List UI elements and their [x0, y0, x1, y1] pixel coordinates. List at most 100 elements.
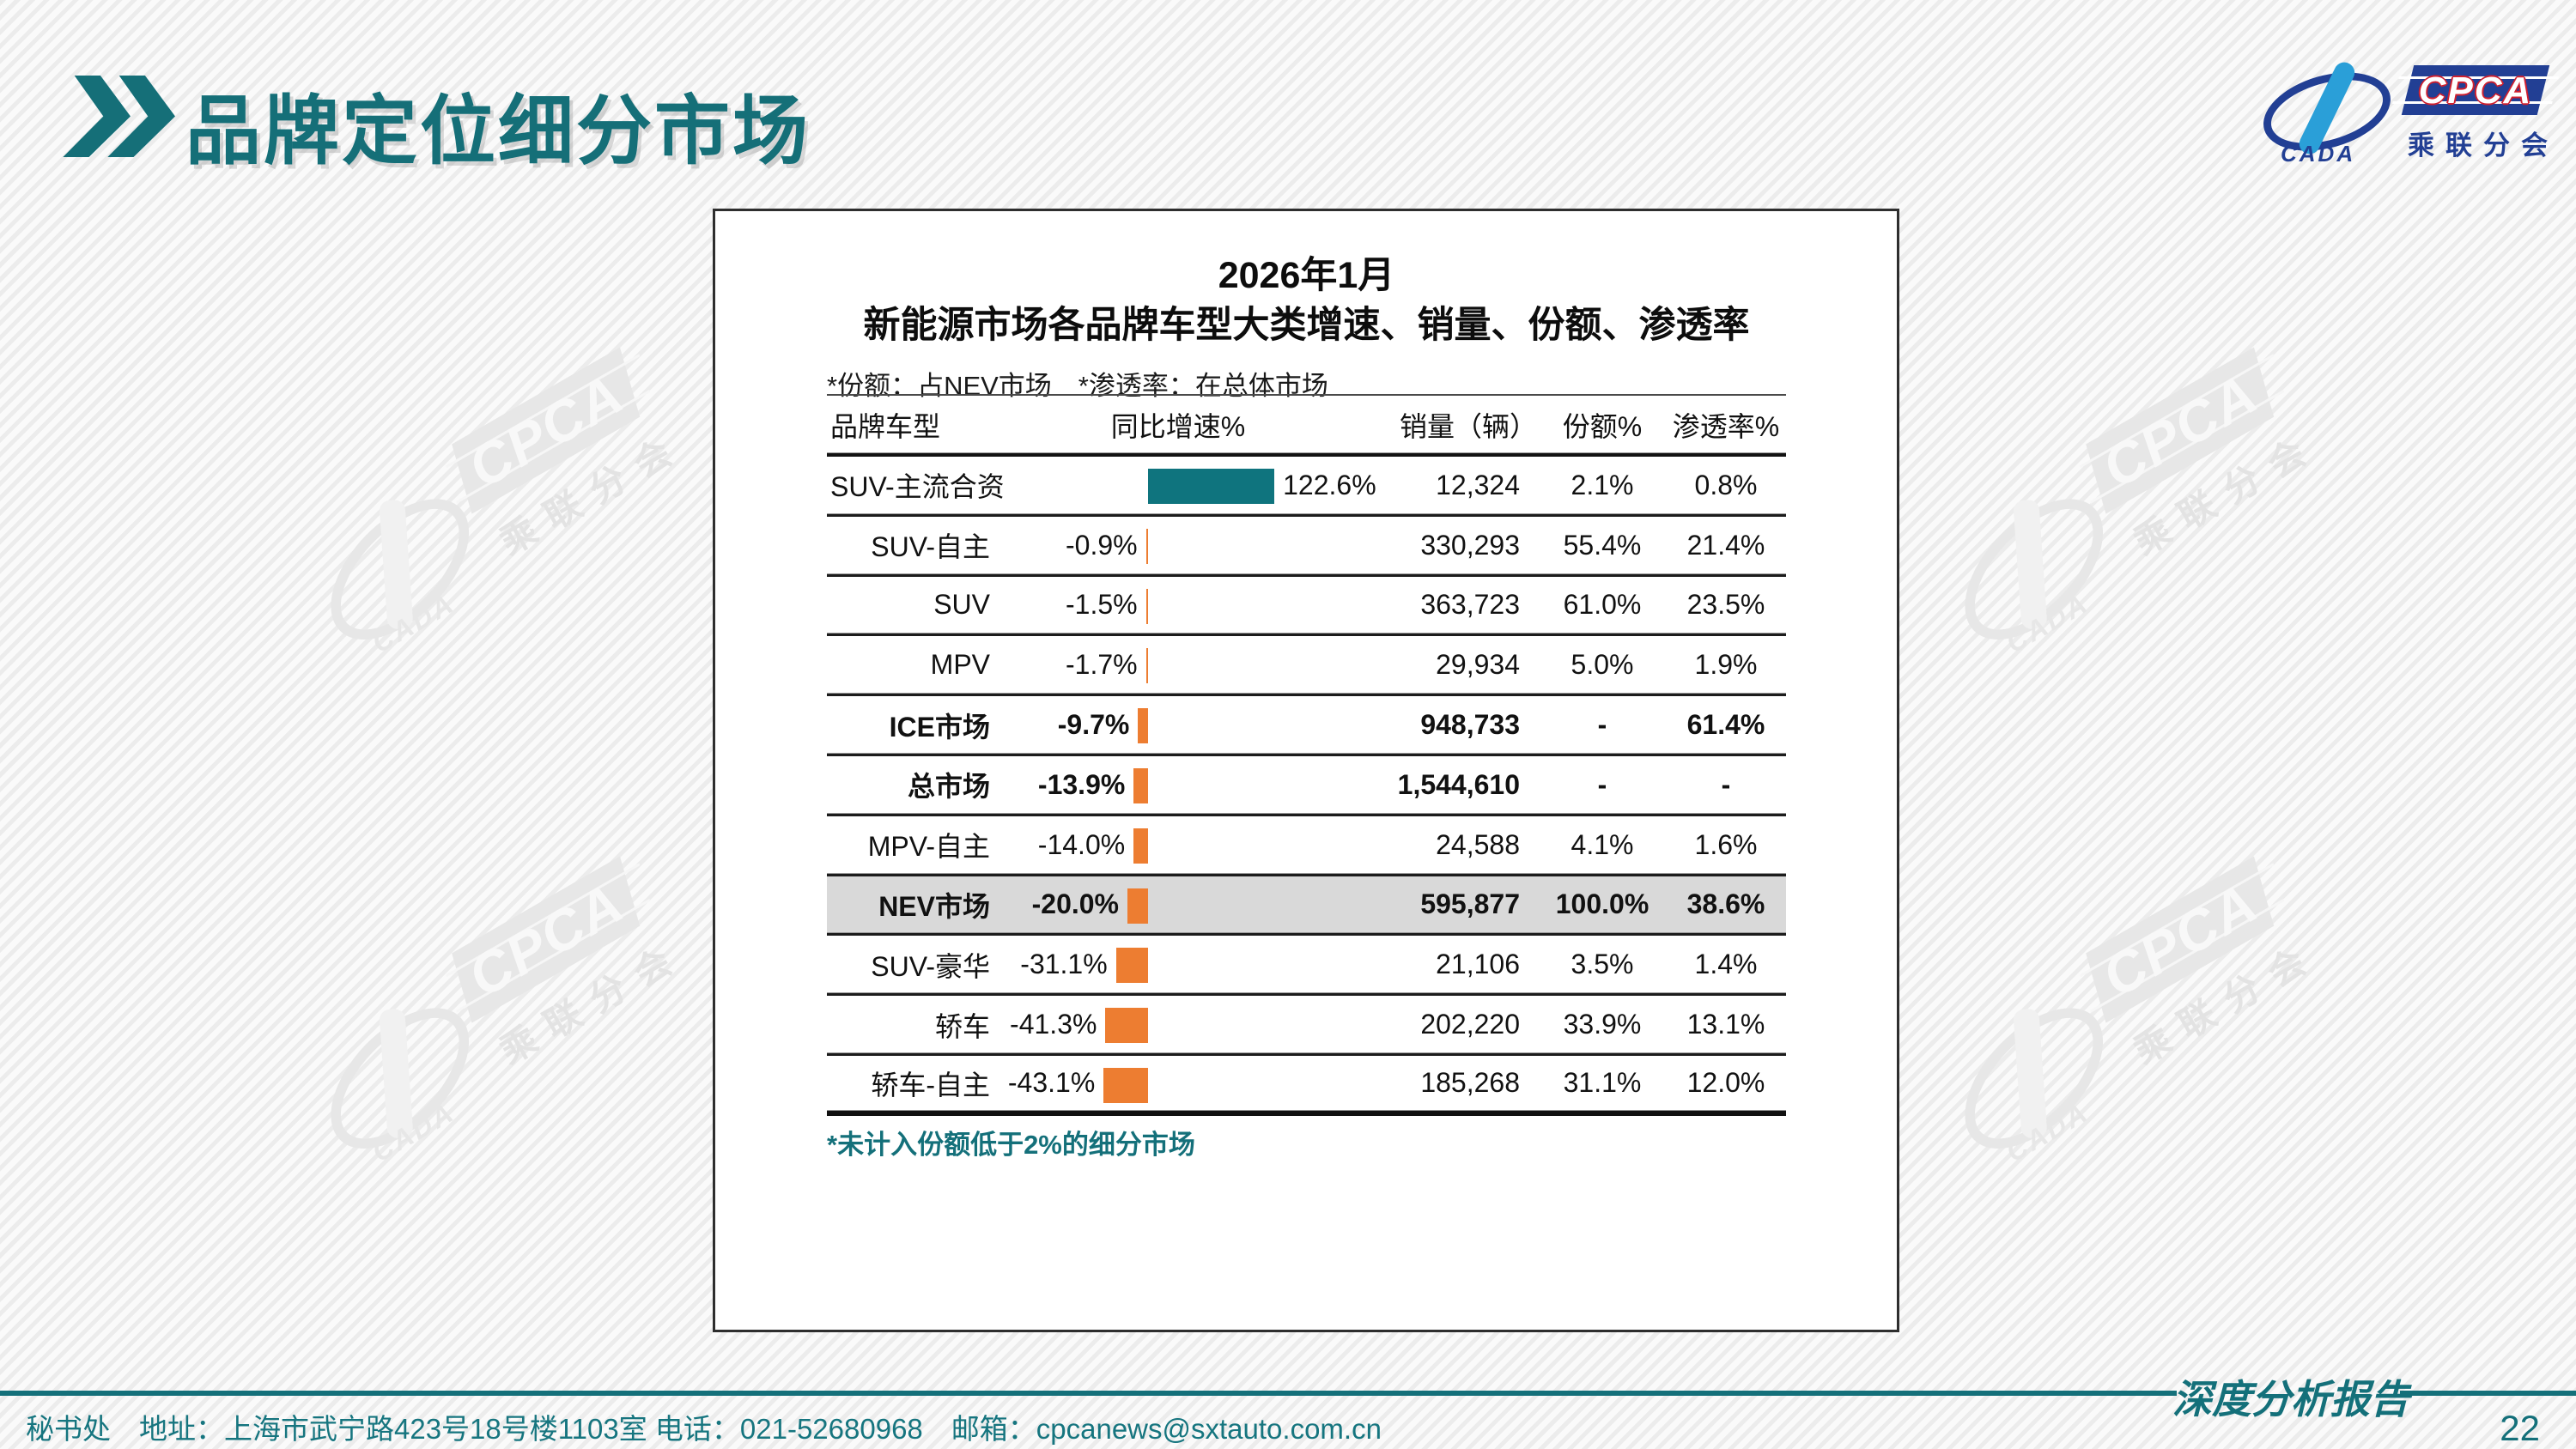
share-value: 4.1%	[1571, 828, 1634, 860]
table-header: 品牌车型 同比增速% 销量（辆） 份额% 渗透率%	[827, 396, 1786, 457]
page-title: 品牌定位细分市场	[185, 88, 811, 173]
cada-text: CADA	[2281, 141, 2356, 167]
footer-contact: 秘书处 地址：上海市武宁路423号18号楼1103室 电话：021-526809…	[26, 1413, 1382, 1445]
share-value: 100.0%	[1555, 888, 1649, 920]
sales-value: 24,588	[1436, 828, 1520, 860]
table-row: MPV-自主 -14.0% 24,588 4.1% 1.6%	[827, 816, 1786, 876]
table-row: 总市场 -13.9% 1,544,610 - -	[827, 756, 1786, 816]
table-row: 轿车 -41.3% 202,220 33.9% 13.1%	[827, 996, 1786, 1056]
penetration-value: -	[1721, 768, 1731, 800]
table-row: ICE市场 -9.7% 948,733 - 61.4%	[827, 696, 1786, 756]
cpca-logo: CADA CPCA 乘联分会	[2254, 58, 2559, 167]
content-panel: 2026年1月 新能源市场各品牌车型大类增速、销量、份额、渗透率 *份额：占NE…	[713, 209, 1899, 1332]
growth-bar	[1145, 528, 1148, 564]
growth-bar	[1133, 828, 1148, 864]
sales-value: 595,877	[1420, 888, 1520, 920]
growth-label: -14.0%	[1037, 828, 1126, 860]
sales-value: 21,106	[1436, 949, 1520, 980]
header-growth: 同比增速%	[1110, 410, 1246, 442]
watermark-logo: CADA CPCA 乘联分会	[1905, 822, 2366, 1206]
footer-divider	[2400, 1391, 2576, 1396]
growth-label: -0.9%	[1066, 529, 1138, 561]
table-row: NEV市场 -20.0% 595,877 100.0% 38.6%	[827, 876, 1786, 937]
penetration-value: 13.1%	[1686, 1009, 1765, 1040]
row-label: SUV-主流合资	[830, 471, 1005, 503]
table-rows: SUV-主流合资 122.6% 12,324 2.1% 0.8% SUV-自主 -0.9% 3…	[827, 457, 1786, 1116]
row-label: MPV-自主	[867, 831, 990, 863]
sales-value: 948,733	[1420, 709, 1520, 741]
sales-value: 12,324	[1436, 469, 1520, 500]
share-value: 5.0%	[1571, 649, 1634, 681]
sales-value: 202,220	[1420, 1009, 1520, 1040]
table-footnote: *未计入份额低于2%的细分市场	[827, 1130, 1195, 1160]
growth-label: -41.3%	[1010, 1009, 1097, 1040]
growth-bar	[1103, 1067, 1148, 1103]
sales-value: 330,293	[1420, 529, 1520, 561]
growth-bar	[1148, 469, 1275, 504]
row-label: 轿车-自主	[871, 1069, 990, 1100]
double-chevron-icon	[63, 76, 187, 157]
row-label: 轿车	[934, 1010, 990, 1042]
growth-bar	[1115, 948, 1148, 984]
page-number: 22	[2500, 1408, 2540, 1448]
table-title-line2: 新能源市场各品牌车型大类增速、销量、份额、渗透率	[863, 305, 1750, 346]
growth-bar	[1145, 588, 1148, 624]
growth-bar	[1138, 708, 1148, 744]
report-type-label: 深度分析报告	[2172, 1376, 2409, 1422]
row-label: NEV市场	[878, 890, 990, 922]
penetration-value: 21.4%	[1686, 529, 1765, 561]
share-value: 3.5%	[1571, 949, 1634, 980]
share-value: 31.1%	[1563, 1067, 1642, 1099]
watermark-logo: CADA CPCA 乘联分会	[271, 822, 732, 1206]
growth-label: 122.6%	[1283, 469, 1376, 500]
share-value: 55.4%	[1563, 529, 1642, 561]
table-row: 轿车-自主 -43.1% 185,268 31.1% 12.0%	[827, 1056, 1786, 1116]
table-row: SUV-主流合资 122.6% 12,324 2.1% 0.8%	[827, 457, 1786, 517]
header-brand: 品牌车型	[830, 410, 941, 442]
header-sales: 销量（辆）	[1399, 410, 1537, 442]
share-value: -	[1597, 709, 1607, 741]
table-row: SUV-豪华 -31.1% 21,106 3.5% 1.4%	[827, 936, 1786, 997]
growth-bar	[1105, 1008, 1148, 1044]
table-title: 2026年1月 新能源市场各品牌车型大类增速、销量、份额、渗透率	[827, 251, 1786, 350]
row-label: SUV	[933, 589, 990, 621]
growth-label: -13.9%	[1037, 768, 1126, 800]
penetration-value: 38.6%	[1686, 888, 1765, 920]
growth-label: -9.7%	[1057, 709, 1130, 741]
table-row: MPV -1.7% 29,934 5.0% 1.9%	[827, 636, 1786, 697]
penetration-value: 0.8%	[1694, 469, 1758, 500]
growth-label: -1.7%	[1066, 649, 1138, 681]
sales-value: 185,268	[1420, 1067, 1520, 1099]
sales-value: 29,934	[1436, 649, 1520, 681]
row-label: ICE市场	[889, 711, 990, 743]
penetration-value: 1.9%	[1694, 649, 1758, 681]
penetration-value: 23.5%	[1686, 589, 1765, 621]
row-label: SUV-自主	[871, 531, 990, 563]
table-title-line1: 2026年1月	[1218, 255, 1395, 296]
growth-label: -1.5%	[1066, 589, 1138, 621]
growth-bar	[1127, 888, 1148, 924]
growth-label: -43.1%	[1007, 1067, 1096, 1099]
penetration-value: 1.4%	[1694, 949, 1758, 980]
share-value: -	[1597, 768, 1607, 800]
cpca-watermark-icon: CADA CPCA 乘联分会	[1929, 347, 2342, 665]
share-value: 2.1%	[1571, 469, 1634, 500]
share-value: 61.0%	[1563, 589, 1642, 621]
watermark-logo: CADA CPCA 乘联分会	[271, 312, 732, 697]
footer-divider	[0, 1391, 2177, 1396]
row-label: MPV	[930, 649, 990, 681]
table-row: SUV -1.5% 363,723 61.0% 23.5%	[827, 577, 1786, 637]
share-value: 33.9%	[1563, 1009, 1642, 1040]
growth-label: -31.1%	[1020, 949, 1108, 980]
cpca-watermark-icon: CADA CPCA 乘联分会	[295, 347, 708, 665]
growth-label: -20.0%	[1031, 888, 1119, 920]
cpca-text: CPCA	[2418, 70, 2533, 112]
cpca-subtitle: 乘联分会	[2408, 130, 2559, 161]
header-penetration: 渗透率%	[1672, 410, 1780, 442]
row-label: 总市场	[907, 771, 990, 803]
penetration-value: 61.4%	[1686, 709, 1765, 741]
growth-bar	[1133, 767, 1148, 803]
market-table: 品牌车型 同比增速% 销量（辆） 份额% 渗透率% SUV-主流合资 122.6%…	[827, 394, 1786, 1116]
header-share: 份额%	[1562, 410, 1643, 442]
